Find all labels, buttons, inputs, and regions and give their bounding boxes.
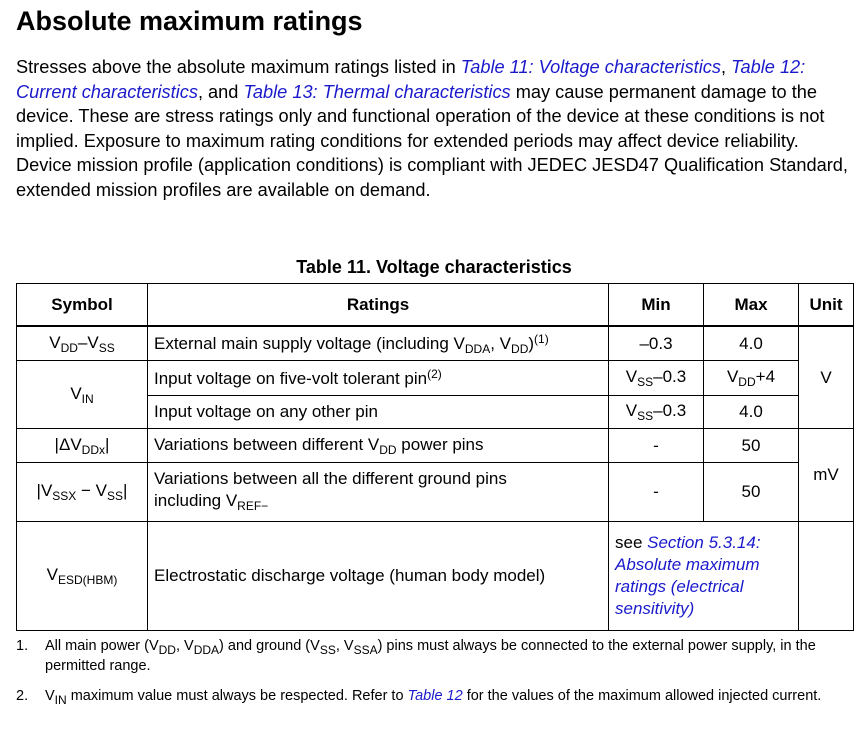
footnotes: 1. All main power (VDD, VDDA) and ground…	[16, 638, 856, 722]
cell-rating: Variations between all the different gro…	[147, 462, 609, 522]
footnote-1: 1. All main power (VDD, VDDA) and ground…	[16, 638, 816, 674]
header-max: Max	[703, 283, 799, 327]
voltage-characteristics-table: Symbol Ratings Min Max Unit VDD–VSS Exte…	[16, 283, 854, 631]
cell-min: VSS–0.3	[608, 360, 704, 396]
cell-max: 4.0	[703, 395, 799, 429]
header-symbol: Symbol	[16, 283, 148, 327]
cell-symbol: |VSSX − VSS|	[16, 462, 148, 522]
cell-rating: Input voltage on five-volt tolerant pin(…	[147, 360, 609, 396]
link-table-11[interactable]: Table 11: Voltage characteristics	[460, 57, 721, 77]
cell-unit-empty	[798, 521, 854, 631]
header-ratings: Ratings	[147, 283, 609, 327]
cell-rating: Input voltage on any other pin	[147, 395, 609, 429]
cell-min: -	[608, 462, 704, 522]
cell-unit-v: V	[798, 325, 854, 429]
header-min: Min	[608, 283, 704, 327]
cell-unit-mv: mV	[798, 428, 854, 522]
table-row: |ΔVDDx| Variations between different VDD…	[16, 428, 854, 522]
table-row: VIN Input voltage on five-volt tolerant …	[16, 360, 854, 429]
intro-text: ,	[720, 57, 732, 77]
footnote-number: 2.	[16, 688, 29, 704]
footnote-2: 2. VIN maximum value must always be resp…	[16, 688, 822, 707]
table-row: VESD(HBM) Electrostatic discharge voltag…	[16, 521, 854, 631]
table-caption: Table 11. Voltage characteristics	[296, 257, 572, 277]
link-section-5-3-14[interactable]: Section 5.3.14: Absolute maximum ratings…	[615, 533, 761, 618]
link-table-12[interactable]: Table 12: Current characteristics	[16, 57, 806, 102]
page-heading: Absolute maximum ratings	[16, 6, 363, 36]
cell-esd-reference: see Section 5.3.14: Absolute maximum rat…	[608, 521, 799, 631]
cell-min: VSS–0.3	[608, 395, 704, 429]
cell-min: –0.3	[608, 325, 704, 361]
link-table-12-footnote[interactable]: Table 12	[407, 688, 463, 704]
cell-max: VDD+4	[703, 360, 799, 396]
table-row: |VSSX − VSS| Variations between all the …	[16, 462, 854, 522]
header-unit: Unit	[798, 283, 854, 327]
cell-max: 50	[703, 462, 799, 522]
link-table-13[interactable]: Table 13: Thermal characteristics	[243, 81, 511, 102]
intro-paragraph: Stresses above the absolute maximum rati…	[16, 55, 856, 202]
cell-rating: External main supply voltage (including …	[147, 325, 609, 361]
intro-text: , and	[197, 81, 244, 102]
cell-max: 4.0	[703, 325, 799, 361]
cell-symbol: VESD(HBM)	[16, 521, 148, 631]
cell-symbol: VIN	[16, 360, 148, 429]
table-row: VDD–VSS External main supply voltage (in…	[16, 325, 854, 429]
intro-text: may cause permanent damage to the device…	[16, 81, 848, 200]
intro-text: Stresses above the absolute maximum rati…	[16, 57, 461, 77]
cell-symbol: VDD–VSS	[16, 325, 148, 361]
cell-symbol: |ΔVDDx|	[16, 428, 148, 463]
cell-rating: Electrostatic discharge voltage (human b…	[147, 521, 609, 631]
cell-rating: Variations between different VDD power p…	[147, 428, 609, 463]
cell-max: 50	[703, 428, 799, 463]
footnote-number: 1.	[16, 638, 29, 654]
cell-min: -	[608, 428, 704, 463]
table-header-row: Symbol Ratings Min Max Unit	[16, 283, 854, 327]
